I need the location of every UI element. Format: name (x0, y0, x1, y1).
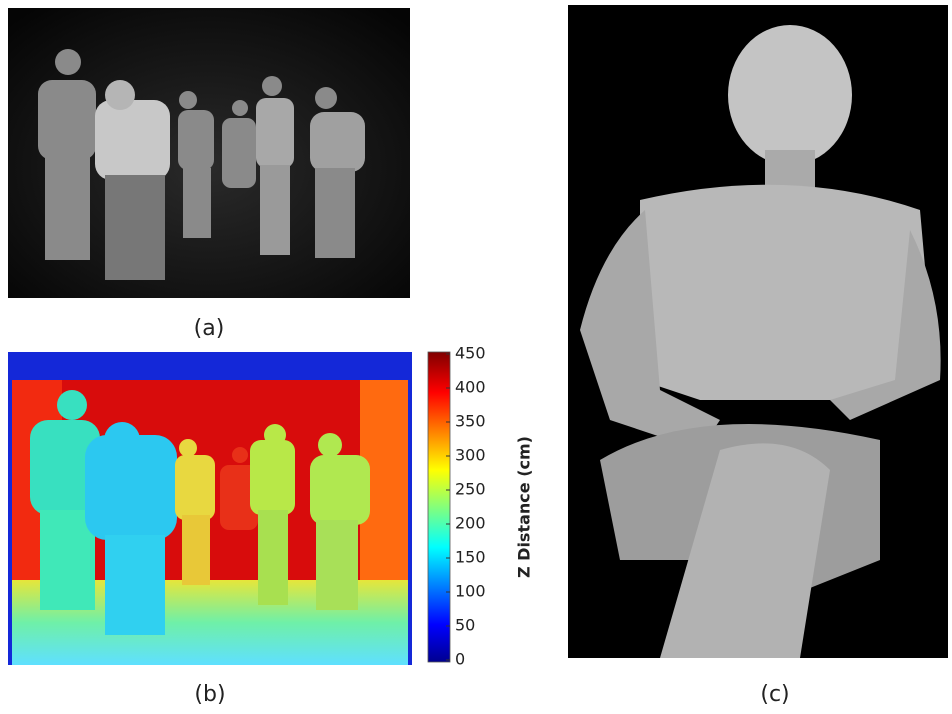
colorbar-tick-label: 200 (455, 514, 486, 533)
colorbar-tick-label: 250 (455, 480, 486, 499)
panel-a-image (8, 8, 410, 298)
panel-label: (c) (760, 682, 789, 707)
figure: (a) 0 50 100 150 200 250 300 350 400 450 Z Distan… (0, 0, 952, 710)
colorbar-tick-label: 350 (455, 412, 486, 431)
colorbar-tick-label: 400 (455, 378, 486, 397)
colorbar-tick-label: 0 (455, 650, 465, 669)
colorbar-title: Z Distance (cm) (515, 436, 534, 578)
colorbar-tick-label: 100 (455, 582, 486, 601)
panel-b-image (8, 352, 412, 665)
colorbar-ticks: 0 50 100 150 200 250 300 350 400 450 (446, 344, 486, 669)
panel-label: (a) (194, 316, 225, 341)
panel-label: (b) (194, 682, 225, 707)
colorbar-tick-label: 450 (455, 344, 486, 363)
panel-c-image (568, 5, 948, 658)
colorbar-tick-label: 300 (455, 446, 486, 465)
colorbar-tick-label: 50 (455, 616, 475, 635)
colorbar-tick-label: 150 (455, 548, 486, 567)
colorbar (428, 352, 450, 662)
